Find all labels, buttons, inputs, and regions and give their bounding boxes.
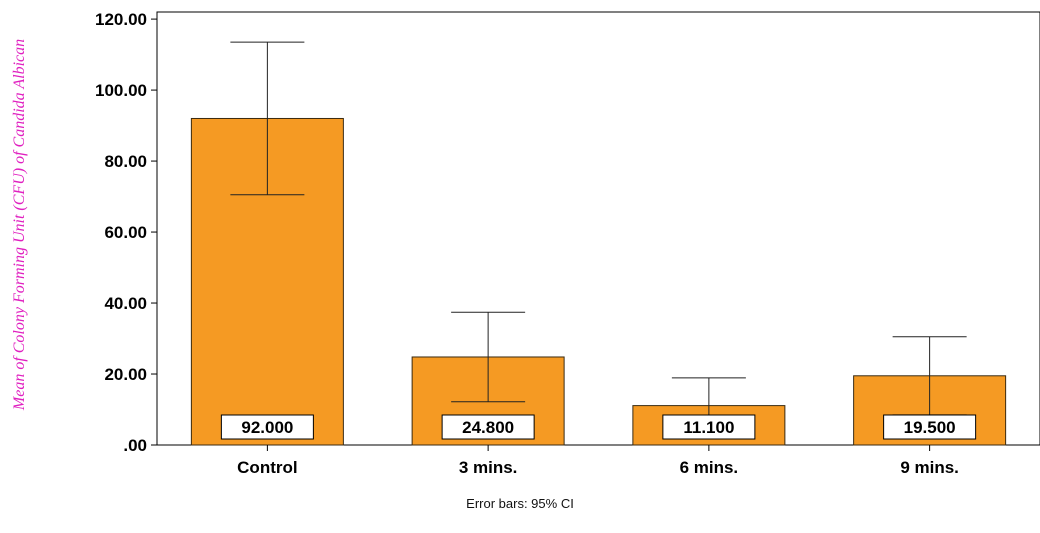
plot-area-frame [156,11,1040,446]
data-label: 92.000 [241,418,293,437]
data-label: 19.500 [904,418,956,437]
error-bar-footnote: Error bars: 95% CI [466,496,574,511]
x-axis: Control 3 mins. 6 mins. 9 mins. [237,445,959,477]
x-category-label: Control [237,458,297,477]
data-label-box [220,414,314,440]
y-tick-label: 80.00 [104,152,147,171]
data-label: 24.800 [462,418,514,437]
y-tick-label: 20.00 [104,365,147,384]
bars: 92.000 24.800 11.100 19.500 [190,41,1007,446]
x-category-label: 3 mins. [459,458,518,477]
data-label-box [662,414,756,440]
x-category-label: 9 mins. [900,458,959,477]
data-label-box [441,414,535,440]
y-axis: .00 20.00 40.00 60.00 80.00 100.00 120.00 [95,10,157,455]
y-tick-label: .00 [123,436,147,455]
data-label-box [883,414,977,440]
x-category-label: 6 mins. [680,458,739,477]
data-label: 11.100 [683,418,734,437]
y-tick-label: 60.00 [104,223,147,242]
y-tick-label: 100.00 [95,81,147,100]
y-axis-label: Mean of Colony Forming Unit (CFU) of Can… [11,39,28,411]
y-tick-label: 40.00 [104,294,147,313]
y-tick-label: 120.00 [95,10,147,29]
